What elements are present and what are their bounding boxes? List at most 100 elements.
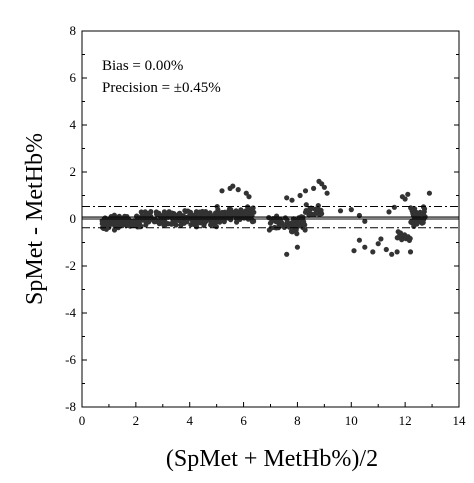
data-point <box>405 191 411 197</box>
data-point <box>274 213 280 219</box>
x-tick-label: 12 <box>399 413 412 428</box>
data-point <box>278 217 284 223</box>
bias-annotation: Bias = 0.00% <box>102 58 183 74</box>
data-point <box>315 206 321 212</box>
x-tick-label: 10 <box>345 413 358 428</box>
data-point <box>227 209 233 215</box>
data-point <box>273 219 279 225</box>
y-tick-label: 0 <box>70 211 77 226</box>
data-point <box>294 244 300 250</box>
axis-ticks <box>81 30 460 408</box>
data-point <box>233 208 239 214</box>
data-point <box>409 220 415 226</box>
data-point <box>407 249 414 255</box>
y-tick-label: -2 <box>65 258 76 273</box>
data-point <box>402 196 408 202</box>
data-point <box>197 209 203 215</box>
data-point <box>370 249 376 255</box>
data-point <box>348 207 354 213</box>
x-tick-label: 8 <box>294 413 301 428</box>
data-point <box>100 221 106 227</box>
y-tick-label: -8 <box>65 399 76 414</box>
data-point <box>411 211 417 217</box>
axis-tick-labels: 0 2 4 6 8 10 12 14 -8 -6 -4 -2 0 2 4 6 8 <box>65 23 466 428</box>
data-point <box>268 219 275 225</box>
data-point <box>106 224 112 230</box>
data-point <box>281 224 287 230</box>
data-point <box>402 232 408 238</box>
data-point <box>243 190 249 196</box>
data-point <box>183 208 189 214</box>
y-axis-title: SpMet - MetHb% <box>22 133 48 305</box>
data-point <box>190 219 196 225</box>
y-tick-label: -4 <box>65 305 76 320</box>
data-point <box>160 220 166 226</box>
data-point <box>378 236 384 242</box>
data-point <box>113 215 119 221</box>
data-point <box>311 185 317 191</box>
data-point <box>426 190 432 196</box>
data-point <box>137 224 143 230</box>
data-point <box>319 211 325 217</box>
data-point <box>302 188 309 194</box>
y-tick-label: 8 <box>70 23 77 38</box>
data-point <box>219 188 225 194</box>
data-point <box>417 210 423 217</box>
y-tick-label: 4 <box>70 117 77 132</box>
data-point <box>420 219 426 226</box>
data-point <box>220 211 226 217</box>
data-point <box>297 192 303 199</box>
data-point <box>375 241 381 247</box>
data-point <box>161 213 167 219</box>
data-point <box>187 213 193 219</box>
y-tick-label: 6 <box>70 70 77 85</box>
data-point <box>319 181 325 187</box>
y-tick-label: -6 <box>65 352 76 367</box>
data-point <box>356 237 362 243</box>
data-point <box>113 220 119 226</box>
data-point <box>181 220 187 226</box>
data-point <box>153 209 159 215</box>
data-point <box>153 218 160 225</box>
data-point <box>202 218 208 225</box>
data-point <box>243 210 249 216</box>
data-point <box>383 246 389 253</box>
data-point <box>282 215 288 221</box>
data-point <box>312 211 318 217</box>
data-point <box>230 183 236 189</box>
data-point <box>235 187 241 193</box>
data-point <box>421 215 427 221</box>
x-tick-label: 0 <box>79 413 86 428</box>
data-point <box>138 209 144 215</box>
data-point <box>215 209 221 215</box>
y-tick-label: 2 <box>70 164 77 179</box>
data-point <box>284 195 290 201</box>
data-point <box>389 251 395 257</box>
data-point <box>386 209 392 215</box>
data-point <box>251 209 257 215</box>
data-point <box>324 190 330 196</box>
data-point <box>303 202 309 208</box>
data-point <box>284 251 290 257</box>
data-point <box>289 229 295 235</box>
data-point <box>394 249 400 255</box>
data-point <box>362 218 368 224</box>
x-tick-label: 2 <box>133 413 140 428</box>
data-point <box>294 231 300 237</box>
data-point <box>351 248 357 254</box>
x-tick-label: 14 <box>453 413 467 428</box>
data-point <box>246 194 252 200</box>
x-tick-label: 4 <box>186 413 193 428</box>
data-point <box>125 217 131 223</box>
data-point <box>391 204 397 210</box>
data-point <box>399 237 405 243</box>
data-point <box>395 229 401 235</box>
data-point <box>321 184 327 190</box>
data-point <box>362 244 368 250</box>
data-point <box>289 197 295 203</box>
x-axis-title: (SpMet + MetHb%)/2 <box>166 446 378 472</box>
data-point <box>197 220 203 226</box>
data-point <box>407 235 413 242</box>
data-point <box>337 208 344 214</box>
